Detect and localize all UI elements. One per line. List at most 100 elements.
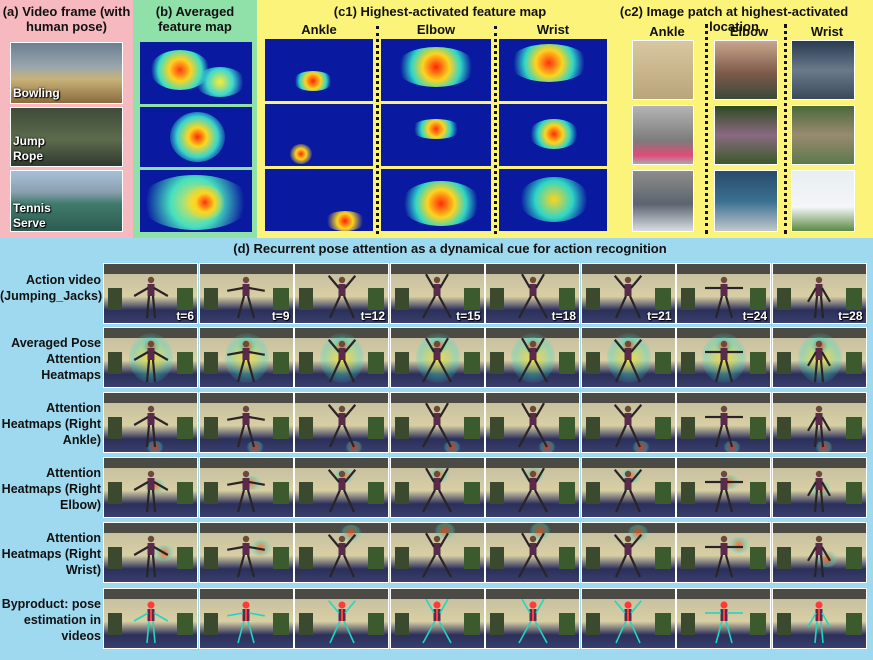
time-label: t=6 <box>176 309 194 323</box>
equipment <box>681 482 695 504</box>
right-elbow-attention-heatmap <box>294 457 389 518</box>
equipment <box>490 417 504 439</box>
person-figure <box>608 599 648 645</box>
person-figure <box>131 274 171 320</box>
wall <box>199 264 293 274</box>
row-label: Averaged Pose Attention Heatmaps <box>11 336 101 382</box>
equipment <box>845 613 862 635</box>
wall <box>390 393 484 403</box>
equipment <box>108 482 122 504</box>
right-ankle-attention-heatmap <box>580 392 676 453</box>
equipment <box>108 613 122 635</box>
row-label: Byproduct: pose estimation in videos <box>1 597 101 643</box>
equipment <box>776 613 791 635</box>
attention-hotspot <box>626 524 649 541</box>
wall <box>104 264 197 274</box>
column-header-wrist: Wrist <box>536 22 570 37</box>
equipment <box>490 613 504 635</box>
equipment <box>463 482 480 504</box>
right-wrist-attention-heatmap <box>676 522 771 583</box>
time-label: t=18 <box>551 309 576 323</box>
equipment <box>203 482 218 504</box>
person-figure <box>131 403 171 449</box>
pose-estimation-frame <box>485 588 580 649</box>
equipment <box>394 352 409 374</box>
equipment <box>585 482 600 504</box>
equipment <box>177 288 193 310</box>
equipment <box>108 352 122 374</box>
wall <box>581 393 675 403</box>
equipment <box>203 417 218 439</box>
person-figure <box>226 599 266 645</box>
equipment <box>490 288 504 310</box>
row-label: Attention Heatmaps (Right Elbow) <box>1 466 101 512</box>
right-elbow-attention-heatmap <box>580 457 676 518</box>
equipment <box>203 352 218 374</box>
wall <box>104 393 197 403</box>
equipment <box>750 613 766 635</box>
feature-map-wrist <box>499 104 607 166</box>
equipment <box>750 352 766 374</box>
pose-estimation-frame <box>103 588 198 649</box>
person-figure <box>608 338 648 384</box>
wall <box>295 393 388 403</box>
wall <box>772 458 866 468</box>
pose-estimation-frame <box>580 588 676 649</box>
equipment <box>559 352 575 374</box>
wall <box>677 523 770 533</box>
action-video-frame: t=12 <box>294 263 389 324</box>
time-label: t=12 <box>360 309 385 323</box>
equipment <box>177 482 193 504</box>
person-figure <box>131 599 171 645</box>
equipment <box>108 547 122 569</box>
person-figure <box>704 338 744 384</box>
panel-d-title: (d) Recurrent pose attention as a dynami… <box>233 241 667 256</box>
averaged-attention-heatmap <box>103 327 198 388</box>
action-video-frame: t=15 <box>389 263 485 324</box>
image-patch-ankle <box>632 170 694 232</box>
person-figure <box>704 599 744 645</box>
person-figure <box>513 598 553 645</box>
person-figure <box>417 273 457 320</box>
equipment <box>776 482 791 504</box>
equipment <box>272 417 289 439</box>
equipment <box>845 482 862 504</box>
equipment <box>654 288 671 310</box>
equipment <box>272 288 289 310</box>
video-frame-bowling: Bowling <box>10 42 123 104</box>
wall <box>390 458 484 468</box>
equipment <box>394 417 409 439</box>
person-figure <box>322 533 362 579</box>
person-figure <box>417 337 457 384</box>
image-patch-wrist <box>791 105 855 165</box>
person-figure <box>513 467 553 514</box>
row-label: Attention Heatmaps (Right Ankle) <box>1 401 101 447</box>
equipment <box>681 613 695 635</box>
pose-estimation-frame <box>389 588 485 649</box>
action-video-frame: t=9 <box>198 263 294 324</box>
person-figure <box>226 274 266 320</box>
wall <box>581 458 675 468</box>
attention-hotspot <box>433 523 456 540</box>
person-figure <box>799 533 839 579</box>
action-video-frame: t=18 <box>485 263 580 324</box>
equipment <box>559 613 575 635</box>
wall <box>486 264 579 274</box>
averaged-attention-heatmap <box>389 327 485 388</box>
right-ankle-attention-heatmap <box>198 392 294 453</box>
person-figure <box>799 403 839 449</box>
equipment <box>368 613 384 635</box>
wall <box>486 589 579 599</box>
right-ankle-attention-heatmap <box>676 392 771 453</box>
right-wrist-attention-heatmap <box>389 522 485 583</box>
right-wrist-attention-heatmap <box>485 522 580 583</box>
wall <box>486 393 579 403</box>
equipment <box>272 547 289 569</box>
feature-map-elbow <box>381 169 491 231</box>
right-elbow-attention-heatmap <box>676 457 771 518</box>
equipment <box>776 352 791 374</box>
action-video-frame: t=28 <box>771 263 867 324</box>
equipment <box>272 613 289 635</box>
person-figure <box>704 403 744 449</box>
equipment <box>681 547 695 569</box>
